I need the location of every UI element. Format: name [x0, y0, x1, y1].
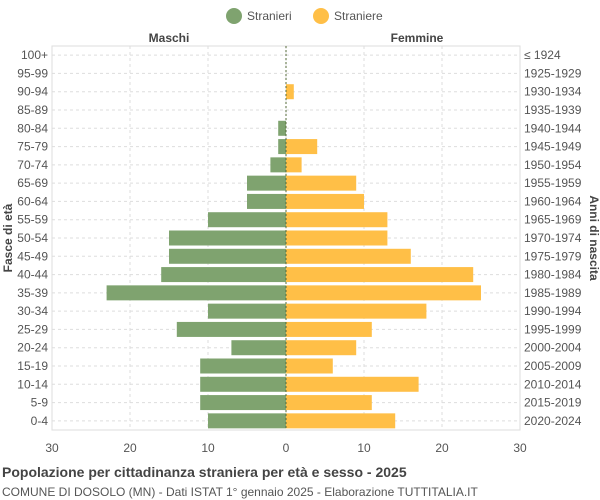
bar-male — [176, 321, 286, 337]
age-label: 5-9 — [31, 396, 49, 410]
bar-female — [286, 395, 372, 411]
birth-year-label: 2020-2024 — [524, 414, 582, 428]
legend-swatch — [226, 8, 242, 24]
x-tick-label: 10 — [201, 441, 215, 455]
x-tick-label: 30 — [45, 441, 59, 455]
bar-male — [247, 175, 286, 191]
bar-female — [286, 230, 388, 246]
birth-year-label: 1925-1929 — [524, 66, 582, 80]
age-label: 15-19 — [17, 359, 48, 373]
pyramid-chart: 30 20 10 0 10 20 30 100+ ≤ 1924 95-99 1925-1929 90-… — [1, 8, 600, 455]
bar-male — [208, 303, 286, 319]
age-label: 80-84 — [17, 121, 48, 135]
birth-year-label: 1970-1974 — [524, 231, 582, 245]
bar-male — [208, 413, 286, 429]
bar-female — [286, 84, 294, 100]
bar-male — [278, 120, 286, 136]
x-tick-label: 0 — [283, 441, 290, 455]
right-header: Femmine — [391, 31, 444, 45]
x-tick-label: 30 — [513, 441, 527, 455]
age-label: 70-74 — [17, 158, 48, 172]
bar-male — [200, 395, 286, 411]
age-label: 0-4 — [31, 414, 49, 428]
age-label: 35-39 — [17, 286, 48, 300]
birth-year-label: 1935-1939 — [524, 103, 582, 117]
birth-year-label: 1985-1989 — [524, 286, 582, 300]
bar-male — [169, 248, 286, 264]
bar-male — [231, 340, 286, 356]
birth-year-label: 1975-1979 — [524, 249, 582, 263]
birth-year-label: 1930-1934 — [524, 85, 582, 99]
y-label-left: Fasce di età — [1, 203, 15, 272]
age-label: 55-59 — [17, 213, 48, 227]
chart-title: Popolazione per cittadinanza straniera p… — [2, 464, 407, 480]
birth-year-label: 1960-1964 — [524, 194, 582, 208]
birth-year-label: 1980-1984 — [524, 268, 582, 282]
birth-year-label: ≤ 1924 — [524, 48, 561, 62]
bar-male — [247, 193, 286, 209]
chart-subtitle: COMUNE DI DOSOLO (MN) - Dati ISTAT 1° ge… — [2, 485, 478, 499]
bar-female — [286, 248, 411, 264]
age-label: 65-69 — [17, 176, 48, 190]
age-label: 90-94 — [17, 85, 48, 99]
bar-female — [286, 212, 388, 228]
birth-year-label: 2015-2019 — [524, 396, 582, 410]
birth-year-label: 2005-2009 — [524, 359, 582, 373]
birth-year-label: 2010-2014 — [524, 377, 582, 391]
bar-female — [286, 267, 474, 283]
bar-female — [286, 340, 357, 356]
age-label: 60-64 — [17, 194, 48, 208]
bar-male — [106, 285, 286, 301]
bar-male — [200, 376, 286, 392]
age-label: 85-89 — [17, 103, 48, 117]
birth-year-label: 1995-1999 — [524, 322, 582, 336]
bar-female — [286, 376, 419, 392]
bar-male — [161, 267, 286, 283]
bar-female — [286, 139, 318, 155]
age-label: 100+ — [21, 48, 48, 62]
birth-year-label: 1950-1954 — [524, 158, 582, 172]
bar-female — [286, 157, 302, 173]
x-tick-label: 20 — [123, 441, 137, 455]
bar-male — [200, 358, 286, 374]
age-label: 25-29 — [17, 322, 48, 336]
bar-male — [278, 139, 286, 155]
bar-female — [286, 413, 396, 429]
age-label: 50-54 — [17, 231, 48, 245]
bar-male — [270, 157, 286, 173]
age-label: 45-49 — [17, 249, 48, 263]
legend-swatch — [313, 8, 329, 24]
bar-female — [286, 321, 372, 337]
age-label: 75-79 — [17, 140, 48, 154]
birth-year-label: 1940-1944 — [524, 121, 582, 135]
birth-year-label: 1955-1959 — [524, 176, 582, 190]
age-label: 20-24 — [17, 341, 48, 355]
birth-year-label: 1945-1949 — [524, 140, 582, 154]
bar-female — [286, 358, 333, 374]
birth-year-label: 1990-1994 — [524, 304, 582, 318]
bar-female — [286, 285, 481, 301]
birth-year-label: 2000-2004 — [524, 341, 582, 355]
bar-female — [286, 303, 427, 319]
birth-year-label: 1965-1969 — [524, 213, 582, 227]
age-label: 30-34 — [17, 304, 48, 318]
age-label: 95-99 — [17, 66, 48, 80]
bar-male — [169, 230, 286, 246]
age-label: 40-44 — [17, 268, 48, 282]
x-tick-label: 20 — [435, 441, 449, 455]
age-label: 10-14 — [17, 377, 48, 391]
y-label-right: Anni di nascita — [587, 195, 600, 281]
bar-female — [286, 175, 357, 191]
legend-label: Stranieri — [247, 9, 292, 23]
bar-female — [286, 193, 364, 209]
x-tick-label: 10 — [357, 441, 371, 455]
left-header: Maschi — [149, 31, 190, 45]
bar-male — [208, 212, 286, 228]
legend-label: Straniere — [334, 9, 383, 23]
